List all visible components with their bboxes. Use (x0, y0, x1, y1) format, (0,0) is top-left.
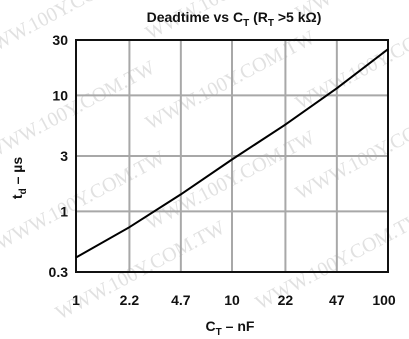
y-tick-label: 10 (52, 87, 68, 103)
x-axis-label-sub: T (216, 327, 222, 338)
y-tick-label: 0.3 (49, 264, 69, 280)
x-tick-label: 22 (278, 292, 294, 308)
y-tick-label: 1 (60, 203, 68, 219)
watermark-text: WWW.100Y.COM.TW (142, 127, 319, 235)
grid-lines (76, 40, 388, 272)
chart-title-sub: T (243, 18, 249, 29)
x-tick-label: 10 (224, 292, 240, 308)
x-tick-label: 100 (372, 292, 396, 308)
series-layer (75, 48, 389, 259)
plot-frame (75, 39, 389, 273)
watermark-text: WWW.100Y.COM.TW (0, 57, 159, 165)
x-tick-label: 2.2 (120, 292, 140, 308)
deadtime-line (75, 48, 389, 259)
watermark-text: WWW.100Y.COM.TW (0, 0, 149, 64)
y-axis-label-main: t (9, 194, 25, 199)
y-tick-label: 30 (52, 32, 68, 48)
y-axis-label: td – µs (9, 157, 29, 199)
watermark-text: WWW.100Y.COM.TW (0, 147, 169, 255)
watermark-text: WWW.100Y.COM.TW (142, 27, 319, 135)
chart-title-main: Deadtime vs C (147, 9, 243, 25)
x-tick-labels: 1 2.2 4.7 10 22 47 100 (72, 292, 396, 308)
chart-title-paren-sub: T (268, 18, 274, 29)
x-tick-label: 4.7 (171, 292, 191, 308)
x-axis-label-unit: – nF (226, 318, 255, 334)
y-axis-label-sub: d (18, 188, 29, 194)
y-tick-label: 3 (60, 148, 68, 164)
chart-title: Deadtime vs CT (RT >5 kΩ) (147, 9, 322, 29)
x-axis-label-main: C (206, 318, 216, 334)
watermark-text: WWW.100Y.COM.TW (52, 217, 229, 325)
chart-title-paren: (R (253, 9, 268, 25)
chart-title-paren-rest: >5 kΩ) (278, 9, 322, 25)
y-axis-label-unit: – µs (9, 157, 25, 185)
y-tick-labels: 0.3 1 3 10 30 (49, 32, 69, 280)
x-axis-label: CT – nF (206, 318, 255, 338)
x-tick-label: 47 (329, 292, 345, 308)
x-tick-label: 1 (72, 292, 80, 308)
